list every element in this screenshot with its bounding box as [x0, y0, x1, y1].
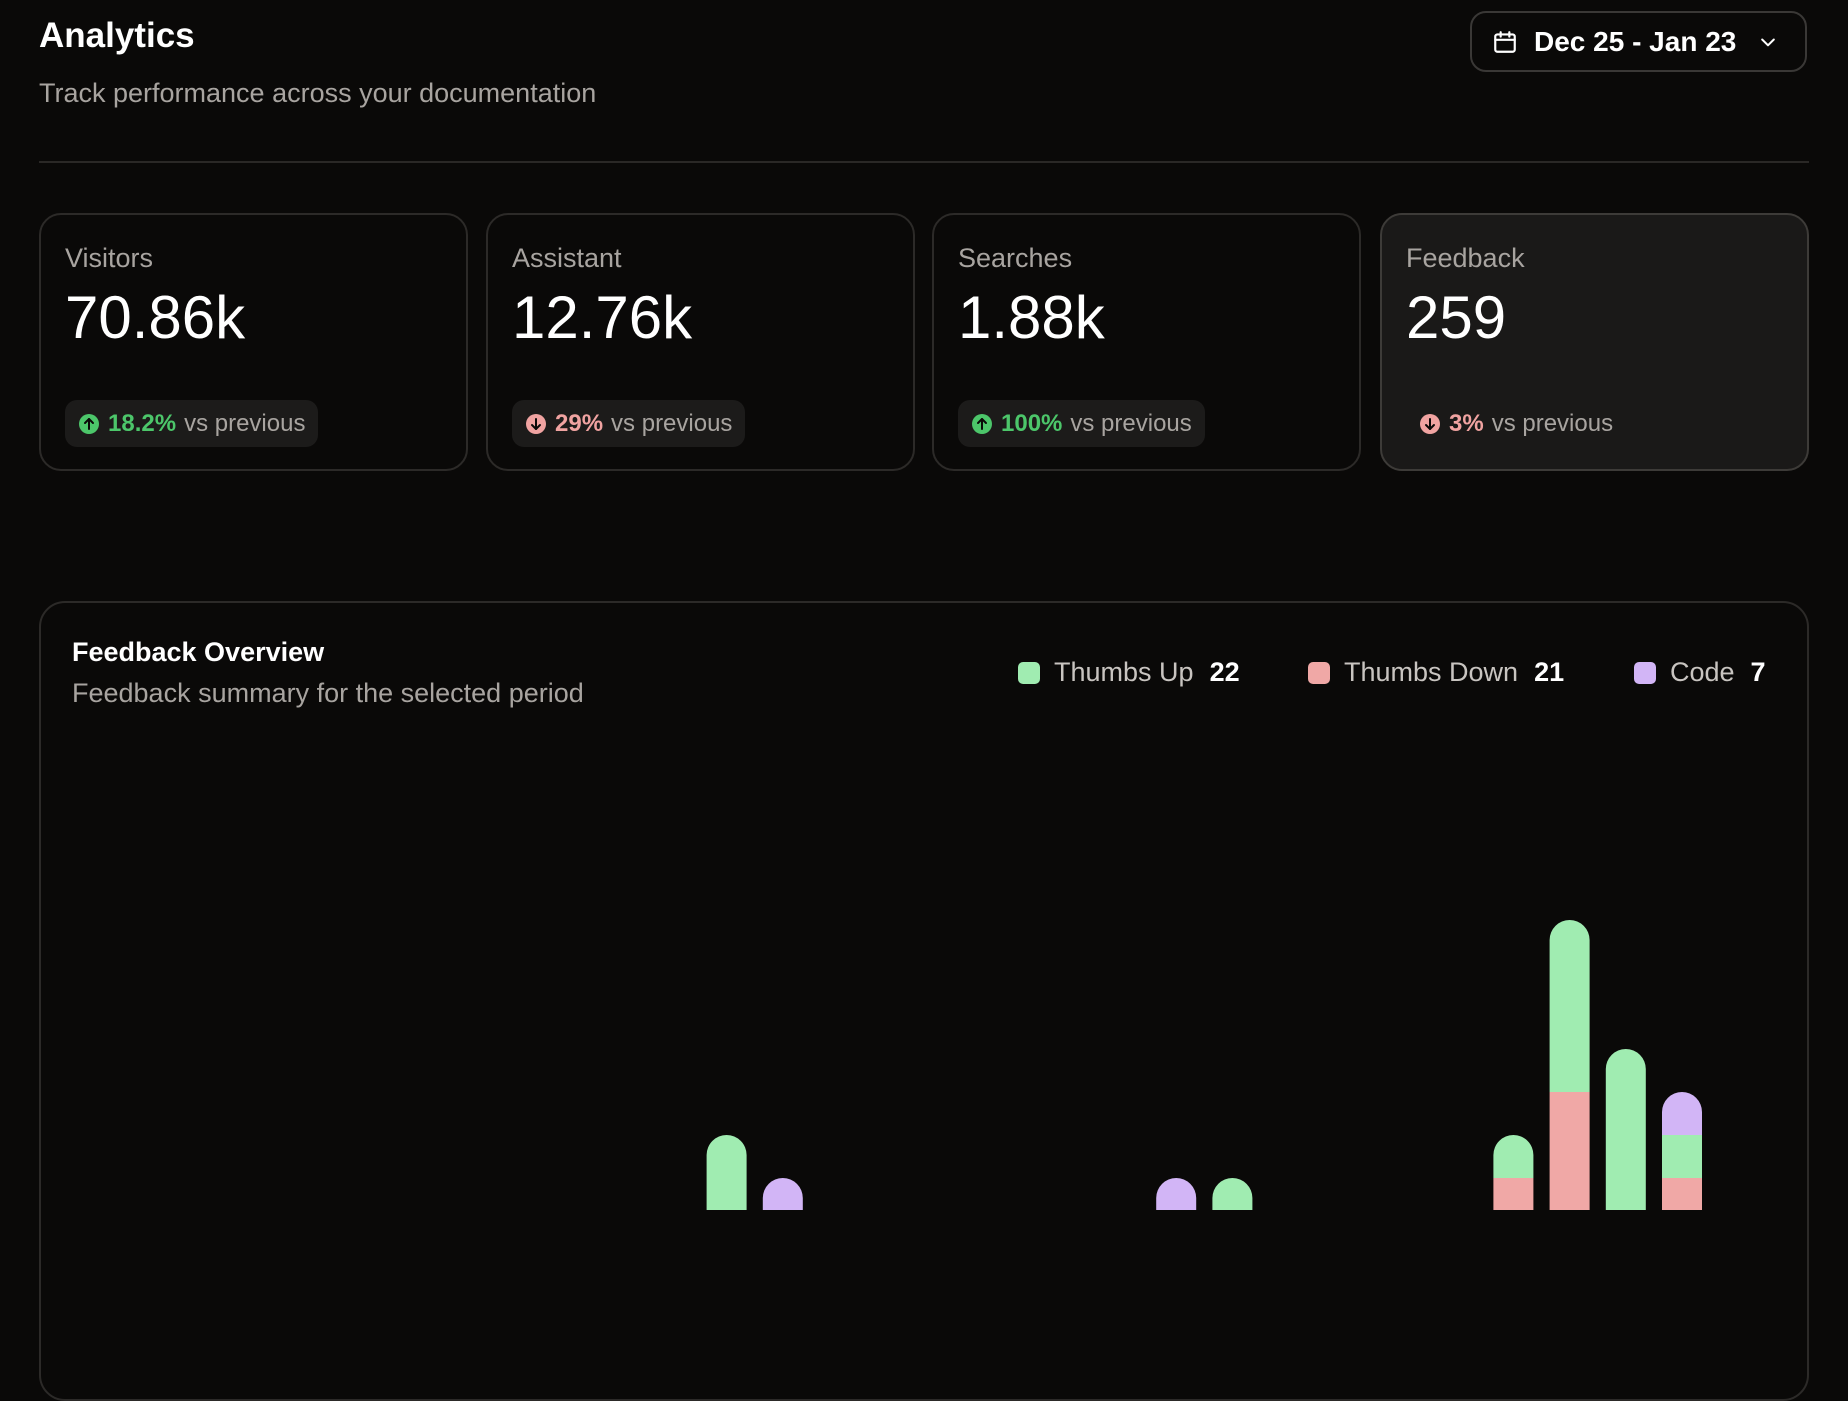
stat-card-searches[interactable]: Searches 1.88k 100% vs previous	[932, 213, 1361, 471]
chart-title: Feedback Overview	[72, 637, 325, 667]
stat-value: 1.88k	[958, 284, 1105, 351]
legend-label: Code	[1670, 657, 1735, 687]
bar-thumbs-up-jan-22[interactable]	[1662, 1135, 1702, 1178]
bar-code-jan-6[interactable]	[762, 1178, 803, 1210]
bar-thumbs-up-jan-19[interactable]	[1493, 1135, 1534, 1178]
arrow-down-circle-icon	[1420, 413, 1440, 434]
stat-label: Feedback	[1406, 243, 1525, 273]
date-range-label: Dec 25 - Jan 23	[1534, 25, 1737, 57]
legend-swatch	[1308, 661, 1330, 684]
change-percent: 18.2%	[108, 409, 177, 437]
feedback-bar-chart	[706, 920, 1702, 1210]
bar-thumbs-up-jan-20[interactable]	[1549, 920, 1590, 1092]
calendar-icon	[1494, 30, 1516, 53]
stat-label: Searches	[958, 243, 1073, 273]
stat-value: 12.76k	[512, 284, 693, 351]
arrow-up-circle-icon	[79, 413, 99, 434]
change-badge: 100% vs previous	[958, 400, 1205, 447]
page-subtitle: Track performance across your documentat…	[39, 78, 597, 108]
stat-card-feedback[interactable]: Feedback 259 3% vs previous	[1380, 213, 1809, 471]
stat-card-assistant[interactable]: Assistant 12.76k 29% vs previous	[486, 213, 915, 471]
stat-label: Assistant	[512, 243, 622, 273]
bar-code-jan-13[interactable]	[1156, 1178, 1197, 1210]
legend-count: 22	[1209, 657, 1240, 687]
bar-code-jan-22[interactable]	[1662, 1092, 1702, 1135]
change-percent: 29%	[555, 409, 604, 437]
bar-thumbs-down-jan-19[interactable]	[1493, 1178, 1534, 1210]
bar-thumbs-down-jan-20[interactable]	[1549, 1092, 1590, 1210]
chevron-down-icon	[1761, 38, 1776, 46]
change-suffix: vs previous	[611, 409, 733, 437]
arrow-down-circle-icon	[526, 413, 546, 434]
legend-thumbs-down[interactable]: Thumbs Down 21	[1308, 657, 1564, 688]
page-title: Analytics	[39, 16, 195, 55]
change-badge: 3% vs previous	[1406, 400, 1626, 447]
arrow-up-circle-icon	[972, 413, 992, 434]
stat-card-visitors[interactable]: Visitors 70.86k 18.2% vs previous	[39, 213, 468, 471]
legend-swatch	[1634, 661, 1656, 684]
change-badge: 29% vs previous	[512, 400, 746, 447]
legend-label: Thumbs Down	[1344, 657, 1519, 687]
divider	[39, 161, 1809, 163]
change-suffix: vs previous	[184, 409, 306, 437]
change-badge: 18.2% vs previous	[65, 400, 319, 447]
legend-count: 7	[1750, 657, 1766, 687]
bar-thumbs-up-jan-14[interactable]	[1212, 1178, 1253, 1210]
change-suffix: vs previous	[1491, 409, 1614, 437]
bar-thumbs-up-jan-21[interactable]	[1605, 1049, 1646, 1210]
bar-thumbs-down-jan-22[interactable]	[1662, 1178, 1702, 1210]
change-suffix: vs previous	[1070, 409, 1192, 437]
date-range-picker[interactable]: Dec 25 - Jan 23	[1470, 11, 1807, 72]
stat-value: 70.86k	[65, 284, 246, 351]
chart-subtitle: Feedback summary for the selected period	[72, 678, 584, 708]
stat-value: 259	[1406, 284, 1507, 351]
change-percent: 3%	[1449, 409, 1484, 437]
legend-code[interactable]: Code 7	[1634, 657, 1766, 688]
legend-thumbs-up[interactable]: Thumbs Up 22	[1018, 657, 1240, 688]
bar-thumbs-up-jan-5[interactable]	[706, 1135, 747, 1210]
legend-swatch	[1018, 661, 1040, 684]
legend-label: Thumbs Up	[1054, 657, 1194, 687]
stat-label: Visitors	[65, 243, 154, 273]
legend-count: 21	[1534, 657, 1565, 687]
change-percent: 100%	[1001, 409, 1063, 437]
